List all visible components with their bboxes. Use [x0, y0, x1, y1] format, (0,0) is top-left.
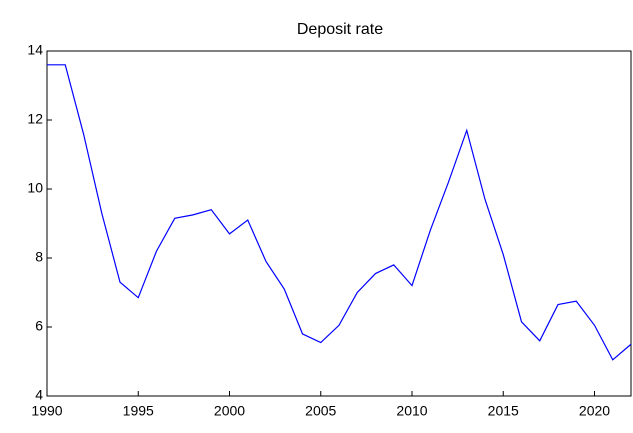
data-line — [47, 64, 632, 361]
y-tick-label: 10 — [27, 180, 43, 196]
y-tick-label: 4 — [35, 387, 43, 403]
y-tick-label: 8 — [35, 249, 43, 265]
x-tick-label: 2000 — [214, 403, 245, 419]
y-tick-label: 14 — [27, 42, 43, 58]
y-tick-label: 12 — [27, 111, 43, 127]
x-tick-label: 2020 — [579, 403, 610, 419]
x-tick-label: 2005 — [305, 403, 336, 419]
x-tick-label: 2015 — [488, 403, 519, 419]
x-tick-label: 1995 — [123, 403, 154, 419]
y-tick-label: 6 — [35, 318, 43, 334]
x-tick-label: 1990 — [31, 403, 62, 419]
plot-frame — [46, 50, 632, 397]
chart-title: Deposit rate — [297, 21, 383, 38]
x-tick-label: 2010 — [396, 403, 427, 419]
